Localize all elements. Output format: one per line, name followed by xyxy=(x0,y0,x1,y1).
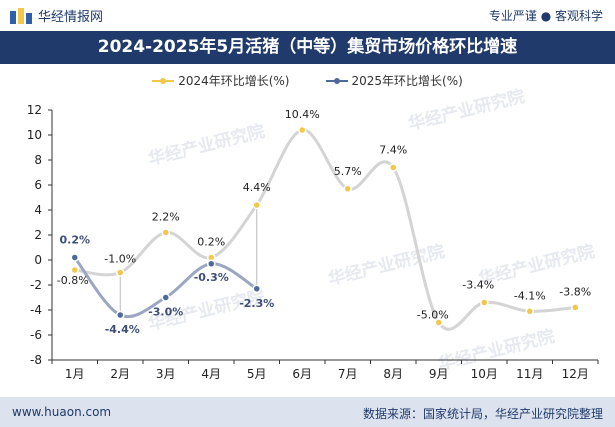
y-tick-label: 10 xyxy=(27,128,42,142)
line-chart: 华经产业研究院华经产业研究院华经产业研究院华经产业研究院华经产业研究院华经产业研… xyxy=(27,86,599,381)
data-label-2025: 0.2% xyxy=(59,234,90,247)
x-tick-label: 4月 xyxy=(201,367,221,381)
point-2025 xyxy=(70,253,79,262)
y-tick-label: -8 xyxy=(30,353,42,367)
data-label-2024: -0.8% xyxy=(57,274,89,287)
footer: www.huaon.com 数据来源：国家统计局，华经产业研究院整理 xyxy=(0,397,615,427)
data-label-2025: -4.4% xyxy=(105,323,140,336)
legend-marker-2025 xyxy=(325,77,348,84)
y-tick-label: -2 xyxy=(30,278,42,292)
data-label-2024: 7.4% xyxy=(379,144,407,157)
y-tick-label: 12 xyxy=(27,103,42,117)
y-tick-label: 8 xyxy=(34,153,42,167)
watermark-text: 华经产业研究院 xyxy=(326,241,447,290)
legend-item-2025: 2025年环比增长(%) xyxy=(325,72,463,89)
data-source: 数据来源：国家统计局，华经产业研究院整理 xyxy=(362,407,603,421)
legend: 2024年环比增长(%) 2025年环比增长(%) xyxy=(0,72,615,89)
watermark-text: 华经产业研究院 xyxy=(406,86,527,135)
point-2024 xyxy=(389,163,398,172)
x-tick-label: 8月 xyxy=(383,367,403,381)
data-label-2024: -4.1% xyxy=(514,289,546,302)
point-2025 xyxy=(161,293,170,302)
data-label-2024: 5.7% xyxy=(334,165,362,178)
point-2024 xyxy=(571,303,580,312)
y-tick-label: -6 xyxy=(30,328,42,342)
x-tick-label: 5月 xyxy=(247,367,267,381)
legend-label-2024: 2024年环比增长(%) xyxy=(178,74,290,88)
x-tick-label: 6月 xyxy=(292,367,312,381)
x-tick-label: 1月 xyxy=(65,367,85,381)
brand: 华经情报网 xyxy=(10,6,103,25)
x-tick-label: 12月 xyxy=(562,367,589,381)
y-tick-label: -4 xyxy=(30,303,42,317)
point-2024 xyxy=(343,184,352,193)
point-2024 xyxy=(252,200,261,210)
x-tick-label: 9月 xyxy=(429,367,449,381)
point-2024 xyxy=(434,318,443,327)
point-2024 xyxy=(525,307,534,316)
brand-name: 华经情报网 xyxy=(38,10,104,25)
data-label-2025: -0.3% xyxy=(194,271,229,284)
legend-marker-2024 xyxy=(152,77,175,84)
watermark-text: 华经产业研究院 xyxy=(146,121,267,170)
x-tick-label: 11月 xyxy=(516,367,543,381)
top-bar: 华经情报网 专业严谨 ● 客观科学 xyxy=(0,0,615,30)
huajing-logo-icon xyxy=(10,7,32,24)
x-tick-label: 2月 xyxy=(110,367,130,381)
x-tick-label: 3月 xyxy=(156,367,176,381)
legend-item-2024: 2024年环比增长(%) xyxy=(152,72,290,89)
point-2025 xyxy=(207,259,216,268)
data-label-2024: -5.0% xyxy=(417,309,449,322)
data-label-2024: 10.4% xyxy=(285,108,320,121)
y-tick-label: 4 xyxy=(34,203,42,217)
point-2025 xyxy=(116,310,125,320)
data-label-2024: 4.4% xyxy=(243,181,271,194)
data-label-2025: -3.0% xyxy=(148,306,183,319)
x-tick-label: 7月 xyxy=(338,367,358,381)
data-label-2024: 2.2% xyxy=(152,211,180,224)
point-2024 xyxy=(70,265,79,275)
y-tick-label: 0 xyxy=(34,253,42,267)
y-tick-label: 2 xyxy=(34,228,42,242)
point-2024 xyxy=(480,298,489,307)
y-tick-label: 6 xyxy=(34,178,42,192)
point-2024 xyxy=(116,268,125,277)
data-label-2024: 0.2% xyxy=(197,236,225,249)
chart-title: 2024-2025年5月活猪（中等）集贸市场价格环比增速 xyxy=(0,31,615,64)
data-label-2024: -3.8% xyxy=(559,286,591,299)
data-label-2024: -3.4% xyxy=(462,279,494,292)
data-label-2024: -1.0% xyxy=(104,253,136,266)
point-2024 xyxy=(161,228,170,237)
x-tick-label: 10月 xyxy=(471,367,498,381)
website-url: www.huaon.com xyxy=(12,405,112,419)
point-2025 xyxy=(252,284,261,293)
tagline: 专业严谨 ● 客观科学 xyxy=(488,9,603,23)
data-label-2025: -2.3% xyxy=(239,297,274,310)
point-2024 xyxy=(298,125,307,135)
legend-label-2025: 2025年环比增长(%) xyxy=(351,74,463,88)
